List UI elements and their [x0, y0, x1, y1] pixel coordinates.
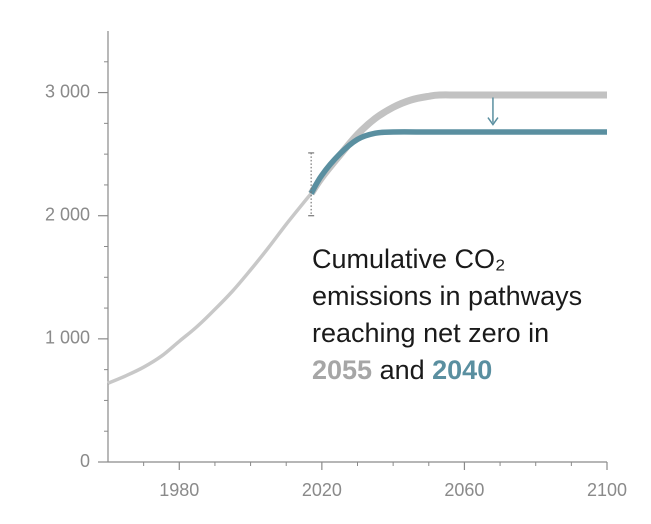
- x-tick-label: 1980: [159, 480, 199, 500]
- annotation-year-2040: 2040: [432, 355, 493, 385]
- x-tick-label: 2020: [302, 480, 342, 500]
- axes: 0 1 000 2 000 3 000 1980 2020 2060 2100: [45, 31, 627, 500]
- annotation-line-4: 2055 and 2040: [312, 352, 632, 389]
- x-tick-label: 2100: [587, 480, 627, 500]
- y-tick-label: 1 000: [45, 328, 90, 348]
- y-tick-label: 0: [80, 451, 90, 471]
- reduction-arrow-head: [487, 117, 499, 126]
- series-group: [107, 91, 607, 385]
- series-net-zero-2040: [308, 129, 607, 195]
- y-tick-label: 3 000: [45, 81, 90, 101]
- x-tick-label: 2060: [444, 480, 484, 500]
- annotation-line-3: reaching net zero in: [312, 318, 550, 348]
- chart-annotation: Cumulative CO₂ emissions in pathways rea…: [312, 241, 632, 389]
- annotation-year-2055: 2055: [312, 355, 373, 385]
- y-tick-label: 2 000: [45, 204, 90, 224]
- annotation-line-2: emissions in pathways: [312, 281, 583, 311]
- annotation-connector: and: [372, 355, 433, 385]
- annotation-line-1: Cumulative CO₂: [312, 244, 506, 274]
- series-historical: [107, 192, 313, 385]
- annotation-marks: [308, 97, 499, 217]
- series-net-zero-2055: [308, 91, 607, 196]
